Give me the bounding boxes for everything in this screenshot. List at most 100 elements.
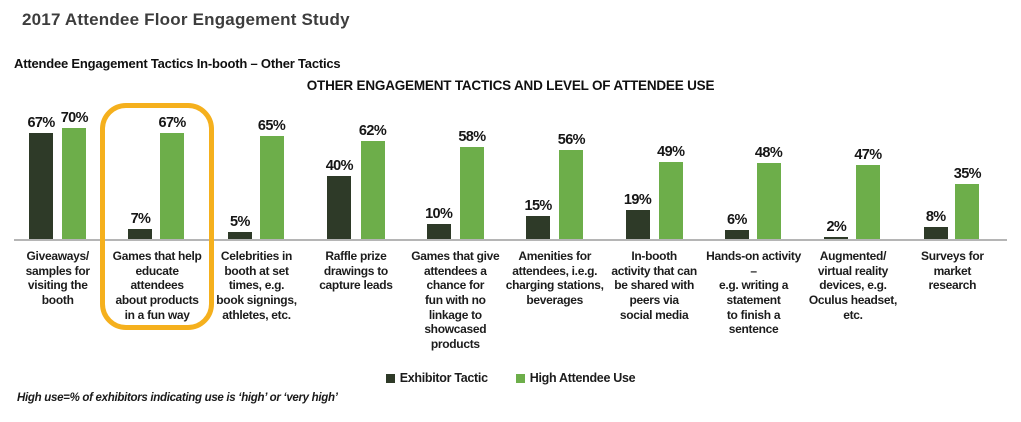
bar-value-label: 35% [953,166,982,182]
bar-value-label: 58% [458,129,486,146]
exhibitor-tactic-bar [625,209,650,240]
high-attendee-use-bar-group: 62% [358,122,387,240]
bar-value-label: 62% [358,122,387,139]
bar-value-label: 5% [230,214,250,230]
bar-chart: 67% 70% Giveaways/ samples for visiting th… [8,104,1002,351]
bar-value-label: 8% [925,209,946,226]
footnote: High use=% of exhibitors indicating use … [17,392,338,404]
bar-value-label: 48% [754,145,783,162]
exhibitor-tactic-bar-group: 8% [923,209,948,240]
legend-swatch-icon [515,373,525,383]
bar-pair: 67% 70% [27,104,89,240]
category-label: Raffle prize drawings to capture leads [319,249,393,293]
high-attendee-use-bar-group: 47% [854,146,882,240]
chart-column: 15% 56% Amenities for attendees, i.e.g. ch… [505,104,604,351]
exhibitor-tactic-bar-group: 2% [824,218,849,240]
chart-column: 6% 48% Hands-on activity – e.g. writing a … [704,104,803,351]
x-axis-line [14,239,1007,241]
high-attendee-use-bar-group: 70% [60,110,89,240]
bar-value-label: 7% [130,210,151,227]
exhibitor-tactic-bar [128,228,153,240]
legend-label: High Attendee Use [529,371,636,385]
exhibitor-tactic-bar [426,224,451,240]
high-attendee-use-bar [459,147,484,240]
high-attendee-use-bar-group: 35% [953,166,982,240]
bar-pair: 15% 56% [525,104,586,240]
exhibitor-tactic-bar-group: 7% [128,210,153,240]
bar-value-label: 65% [257,118,286,134]
category-label: Hands-on activity – e.g. writing a state… [706,249,801,337]
bar-pair: 40% 62% [325,104,387,240]
bar-value-label: 49% [657,143,685,160]
exhibitor-tactic-bar [724,230,749,240]
bar-value-label: 40% [325,158,354,174]
high-attendee-use-bar [160,132,185,240]
page-title: 2017 Attendee Floor Engagement Study [22,10,350,29]
chart-column: 40% 62% Raffle prize drawings to capture l… [306,104,405,351]
chart-column: 10% 58% Games that give attendees a chance… [406,104,505,351]
bar-value-label: 15% [524,198,553,214]
high-attendee-use-bar [559,150,584,240]
exhibitor-tactic-bar [327,176,352,240]
category-label: Games that give attendees a chance for f… [411,249,500,351]
bar-value-label: 47% [854,146,882,163]
chart-column: 67% 70% Giveaways/ samples for visiting th… [8,104,107,351]
high-attendee-use-bar-group: 56% [557,132,586,240]
high-attendee-use-bar-group: 48% [754,145,783,240]
exhibitor-tactic-bar [923,227,948,240]
chart-column: 5% 65% Celebrities in booth at set times, … [207,104,306,351]
exhibitor-tactic-bar-group: 15% [525,198,552,240]
bar-value-label: 6% [727,212,747,229]
category-label: Games that help educate attendees about … [112,249,202,322]
chart-column: 8% 35% Surveys for market research [903,104,1002,351]
legend-item-high-attendee-use: High Attendee Use [515,371,636,385]
high-attendee-use-bar-group: 65% [257,118,286,240]
chart-title: OTHER ENGAGEMENT TACTICS AND LEVEL OF AT… [306,78,715,93]
exhibitor-tactic-bar-group: 40% [325,158,354,240]
bar-pair: 5% 65% [227,104,286,240]
chart-subtitle: Attendee Engagement Tactics In-booth – O… [14,56,341,71]
category-label: Surveys for market research [920,249,984,293]
high-attendee-use-bar [360,140,385,240]
bar-pair: 6% 48% [724,104,783,240]
high-attendee-use-bar [62,128,87,240]
high-attendee-use-bar-group: 67% [158,114,186,240]
chart-column: 7% 67% Games that help educate attendees a… [107,104,206,351]
bar-value-label: 19% [623,191,652,208]
category-label: Augmented/ virtual reality devices, e.g.… [808,249,898,322]
high-attendee-use-bar [855,164,880,240]
bar-value-label: 70% [60,110,89,126]
exhibitor-tactic-bar [227,232,252,240]
chart-column: 2% 47% Augmented/ virtual reality devices,… [803,104,902,351]
category-label: In-booth activity that can be shared wit… [611,249,697,322]
legend-swatch-icon [385,373,395,383]
exhibitor-tactic-bar [824,236,849,240]
bar-pair: 2% 47% [824,104,882,240]
chart-legend: Exhibitor Tactic High Attendee Use [0,371,1021,385]
category-label: Celebrities in booth at set times, e.g. … [216,249,297,322]
bar-pair: 7% 67% [128,104,186,240]
exhibitor-tactic-bar-group: 10% [425,206,453,240]
bar-value-label: 67% [27,114,55,131]
bar-pair: 10% 58% [425,104,486,240]
bar-pair: 19% 49% [623,104,685,240]
high-attendee-use-bar [658,161,683,240]
legend-item-exhibitor-tactic: Exhibitor Tactic [385,371,488,385]
exhibitor-tactic-bar-group: 19% [623,191,652,240]
exhibitor-tactic-bar [526,216,551,240]
category-label: Amenities for attendees, i.e.g. charging… [505,249,604,307]
bar-value-label: 56% [557,132,586,149]
bar-value-label: 10% [425,206,453,222]
exhibitor-tactic-bar-group: 67% [27,114,55,240]
high-attendee-use-bar-group: 49% [657,143,685,240]
high-attendee-use-bar [955,184,980,240]
exhibitor-tactic-bar-group: 6% [724,212,749,240]
exhibitor-tactic-bar-group: 5% [227,214,252,240]
high-attendee-use-bar-group: 58% [458,129,486,240]
high-attendee-use-bar [756,163,781,240]
bar-value-label: 67% [158,114,186,131]
category-label: Giveaways/ samples for visiting the boot… [25,249,90,307]
high-attendee-use-bar [259,136,284,240]
bar-value-label: 2% [826,218,847,235]
